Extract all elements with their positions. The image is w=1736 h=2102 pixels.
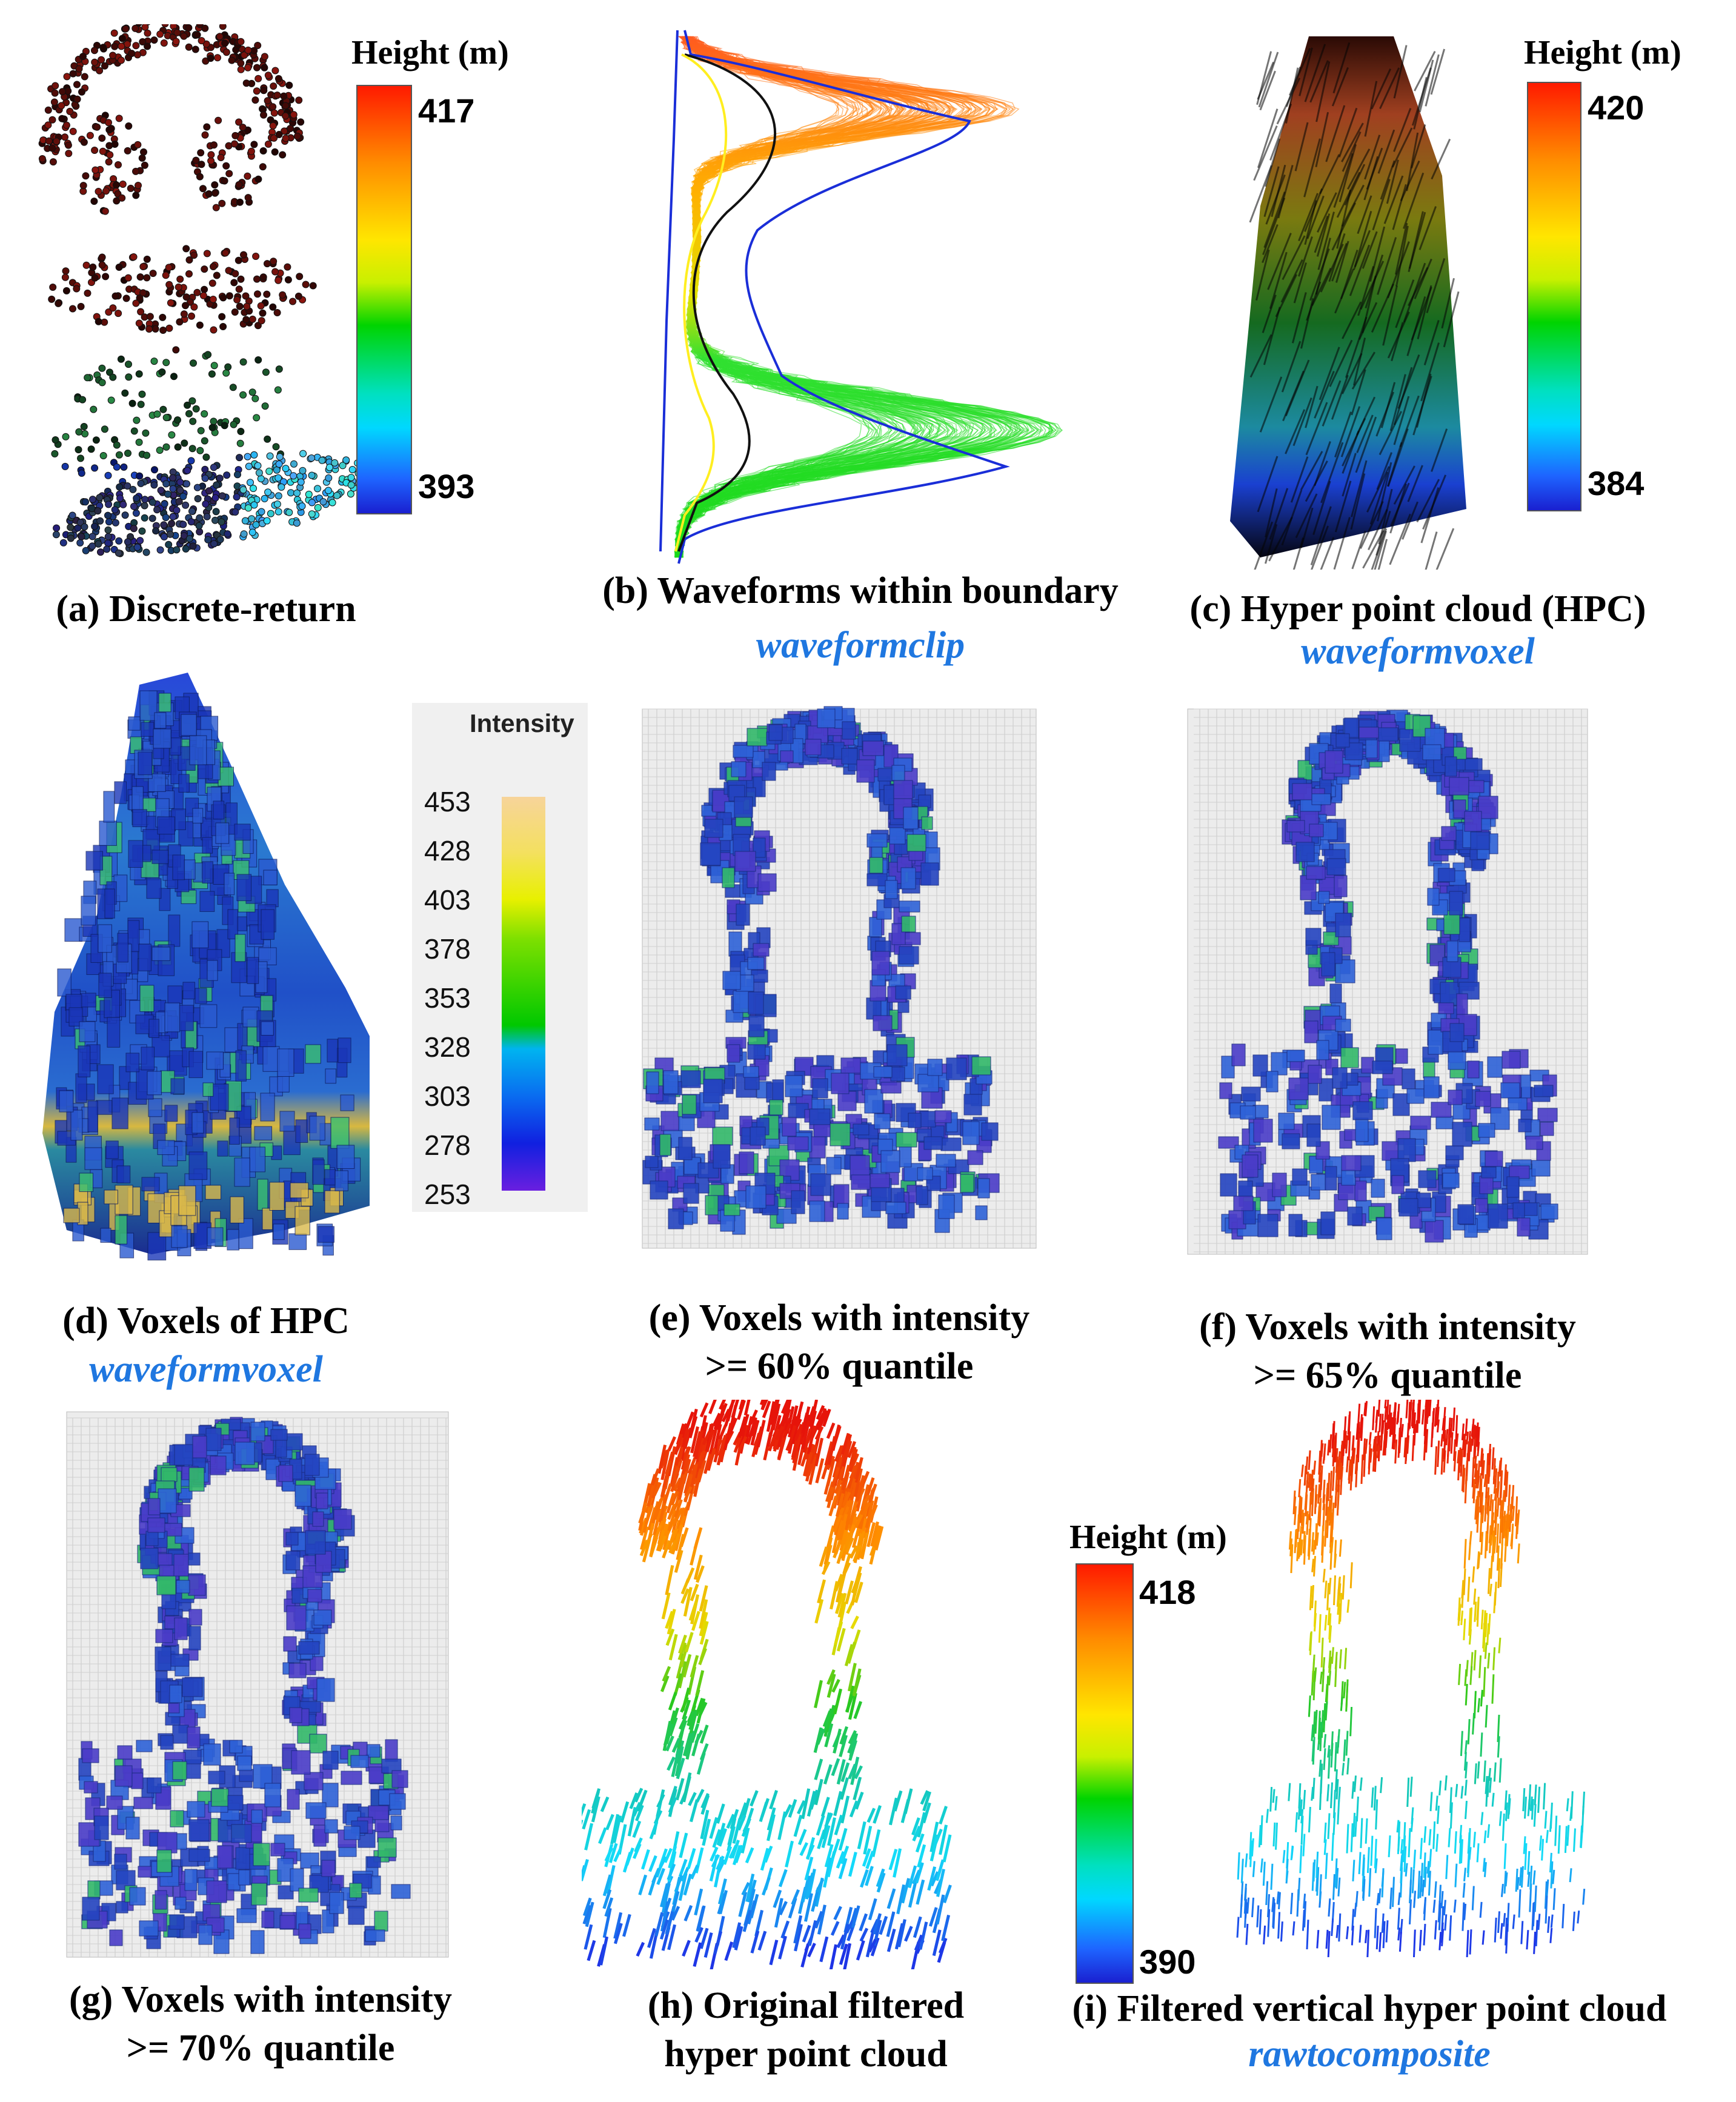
intensity-tick-label: 428: [424, 835, 471, 866]
caption-g-line1: (g) Voxels with intensity: [68, 1979, 453, 2020]
intensity-legend: [412, 703, 588, 1212]
voxels-60-plot: [642, 706, 1037, 1249]
waveforms-plot: [659, 30, 1063, 564]
caption-i: (i) Filtered vertical hyper point cloud: [1072, 1988, 1667, 2029]
function-i: rawtocomposite: [1248, 2034, 1491, 2075]
hyper-point-cloud-icon: [1236, 1400, 1586, 1957]
voxel-icon: [1218, 710, 1558, 1243]
waveform-boundary-right: [677, 30, 1010, 564]
vertical-hpc-plot: [1236, 1400, 1586, 1957]
voxels-70-plot: [66, 1411, 449, 1958]
intensity-tick-label: 403: [424, 884, 471, 916]
colorbar-a-title: Height (m): [351, 34, 509, 72]
intensity-tick-label: 378: [424, 933, 471, 965]
caption-f-line2: >= 65% quantile: [1253, 1355, 1522, 1396]
point-cloud-icon: [38, 24, 370, 557]
intensity-tick-label: 353: [424, 982, 471, 1014]
hyper-point-cloud-plot: [1230, 36, 1466, 570]
colorbar-c: [1527, 82, 1581, 511]
caption-h-line1: (h) Original filtered: [647, 1985, 965, 2026]
colorbar-c-max: 420: [1588, 88, 1645, 127]
hyper-point-cloud-icon: [1249, 42, 1460, 570]
caption-g-line2: >= 70% quantile: [126, 2027, 395, 2069]
colorbar-i-title: Height (m): [1069, 1518, 1227, 1556]
voxel-icon: [78, 1417, 411, 1954]
function-c: waveformvoxel: [1301, 631, 1535, 672]
voxel-icon: [55, 690, 361, 1261]
hyper-point-cloud-icon: [582, 1400, 952, 1969]
intensity-tick-label: 253: [424, 1179, 471, 1210]
colorbar-c-title: Height (m): [1524, 34, 1681, 72]
colorbar-i: [1076, 1563, 1134, 1984]
colorbar-a-max: 417: [418, 91, 475, 130]
function-d: waveformvoxel: [89, 1349, 323, 1390]
function-b: waveformclip: [756, 625, 965, 666]
caption-e-line2: >= 60% quantile: [705, 1346, 974, 1387]
intensity-colorbar: [502, 797, 545, 1191]
voxels-65-plot: [1187, 708, 1588, 1255]
intensity-title: Intensity: [470, 709, 574, 737]
caption-f-line1: (f) Voxels with intensity: [1199, 1306, 1576, 1348]
colorbar-i-max: 418: [1139, 1573, 1196, 1611]
colorbar-a-min: 393: [418, 467, 475, 505]
discrete-return-plot: [38, 24, 370, 557]
caption-c: (c) Hyper point cloud (HPC): [1189, 588, 1646, 630]
intensity-tick-label: 328: [424, 1031, 471, 1063]
voxel-icon: [642, 706, 1000, 1235]
intensity-tick-label: 453: [424, 786, 471, 817]
waveform-boundary-left: [659, 30, 679, 552]
caption-e-line1: (e) Voxels with intensity: [648, 1297, 1030, 1339]
waveform-mean-line: [677, 53, 776, 552]
colorbar-c-min: 384: [1588, 464, 1645, 502]
caption-a: (a) Discrete-return: [56, 588, 356, 630]
waveform-lines-icon: [674, 36, 1063, 558]
filtered-hpc-plot: [582, 1400, 952, 1969]
caption-d: (d) Voxels of HPC: [62, 1300, 350, 1342]
caption-h-line2: hyper point cloud: [664, 2034, 948, 2075]
voxels-hpc-plot: [42, 673, 370, 1261]
caption-b: (b) Waveforms within boundary: [602, 570, 1119, 611]
intensity-tick-label: 303: [424, 1080, 471, 1112]
colorbar-i-min: 390: [1139, 1943, 1196, 1981]
intensity-tick-label: 278: [424, 1129, 471, 1161]
waveform-median-line: [674, 53, 728, 552]
colorbar-a: [356, 85, 412, 514]
